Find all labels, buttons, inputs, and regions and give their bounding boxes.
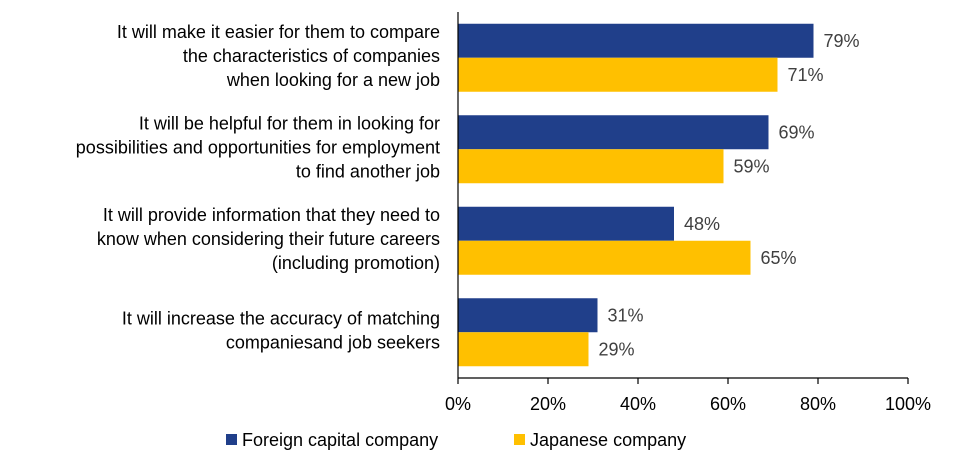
legend-label-japanese: Japanese company (530, 430, 686, 450)
bar-foreign-2 (458, 206, 674, 241)
bar-japanese-0 (458, 57, 778, 92)
legend-label-foreign: Foreign capital company (242, 430, 438, 450)
bar-foreign-3 (458, 298, 598, 333)
data-label-japanese-2: 65% (761, 248, 797, 268)
category-label-1-2: to find another job (296, 161, 440, 181)
legend-swatch-japanese (514, 434, 525, 445)
category-label-2-0: It will provide information that they ne… (103, 205, 440, 225)
category-label-2-2: (including promotion) (272, 253, 440, 273)
legend-swatch-foreign (226, 434, 237, 445)
category-label-1-0: It will be helpful for them in looking f… (139, 113, 440, 133)
data-label-japanese-0: 71% (788, 65, 824, 85)
category-label-3-1: companiesand job seekers (226, 332, 440, 352)
data-label-japanese-3: 29% (599, 339, 635, 359)
category-label-0-1: the characteristics of companies (183, 46, 440, 66)
bar-foreign-0 (458, 23, 814, 58)
bar-japanese-1 (458, 149, 724, 184)
x-tick-label-3: 60% (710, 394, 746, 414)
bar-japanese-3 (458, 332, 589, 367)
data-label-foreign-0: 79% (824, 31, 860, 51)
data-label-japanese-1: 59% (734, 156, 770, 176)
category-label-0-2: when looking for a new job (226, 70, 440, 90)
x-tick-label-5: 100% (885, 394, 931, 414)
category-label-2-1: know when considering their future caree… (97, 229, 440, 249)
data-label-foreign-1: 69% (779, 122, 815, 142)
category-label-0-0: It will make it easier for them to compa… (117, 22, 440, 42)
x-tick-label-4: 80% (800, 394, 836, 414)
bar-foreign-1 (458, 115, 769, 150)
data-label-foreign-3: 31% (608, 305, 644, 325)
bar-japanese-2 (458, 240, 751, 275)
x-tick-label-2: 40% (620, 394, 656, 414)
data-label-foreign-2: 48% (684, 214, 720, 234)
x-tick-label-0: 0% (445, 394, 471, 414)
x-tick-label-1: 20% (530, 394, 566, 414)
category-label-3-0: It will increase the accuracy of matchin… (122, 308, 440, 328)
category-label-1-1: possibilities and opportunities for empl… (76, 137, 440, 157)
